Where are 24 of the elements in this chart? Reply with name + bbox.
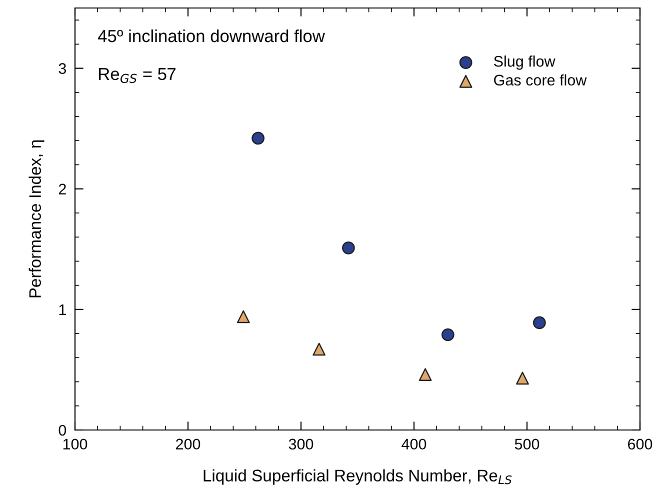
y-axis-title: Performance Index, η	[28, 140, 44, 298]
x-axis-title: Liquid Superficial Reynolds Number, Re$_{LS}$	[204, 469, 512, 485]
y-tick-label: 2	[58, 184, 66, 194]
point	[441, 328, 454, 342]
x-tick-label: 600	[628, 438, 652, 450]
annotation: 45º inclination downward flow	[98, 29, 325, 42]
point	[418, 368, 432, 381]
point	[236, 310, 250, 324]
x-tick-label: 300	[288, 438, 314, 450]
point	[252, 132, 264, 145]
x-tick-label: 500	[514, 438, 540, 450]
y-tick-label: 1	[59, 304, 66, 315]
x-tick-label: 400	[402, 438, 426, 450]
point	[312, 342, 326, 356]
y-tick-label: 3	[58, 63, 66, 74]
point	[516, 372, 529, 385]
annotation: Re$_{GS}$ = 57	[99, 68, 176, 83]
point	[532, 316, 546, 330]
x-tick-label: 100	[63, 438, 88, 450]
legend-label: Slug flow	[494, 56, 556, 70]
y-tick-label: 0	[58, 424, 66, 436]
x-tick-label: 200	[176, 438, 200, 450]
point	[342, 242, 355, 254]
legend-label: Gas core flow	[494, 74, 587, 86]
